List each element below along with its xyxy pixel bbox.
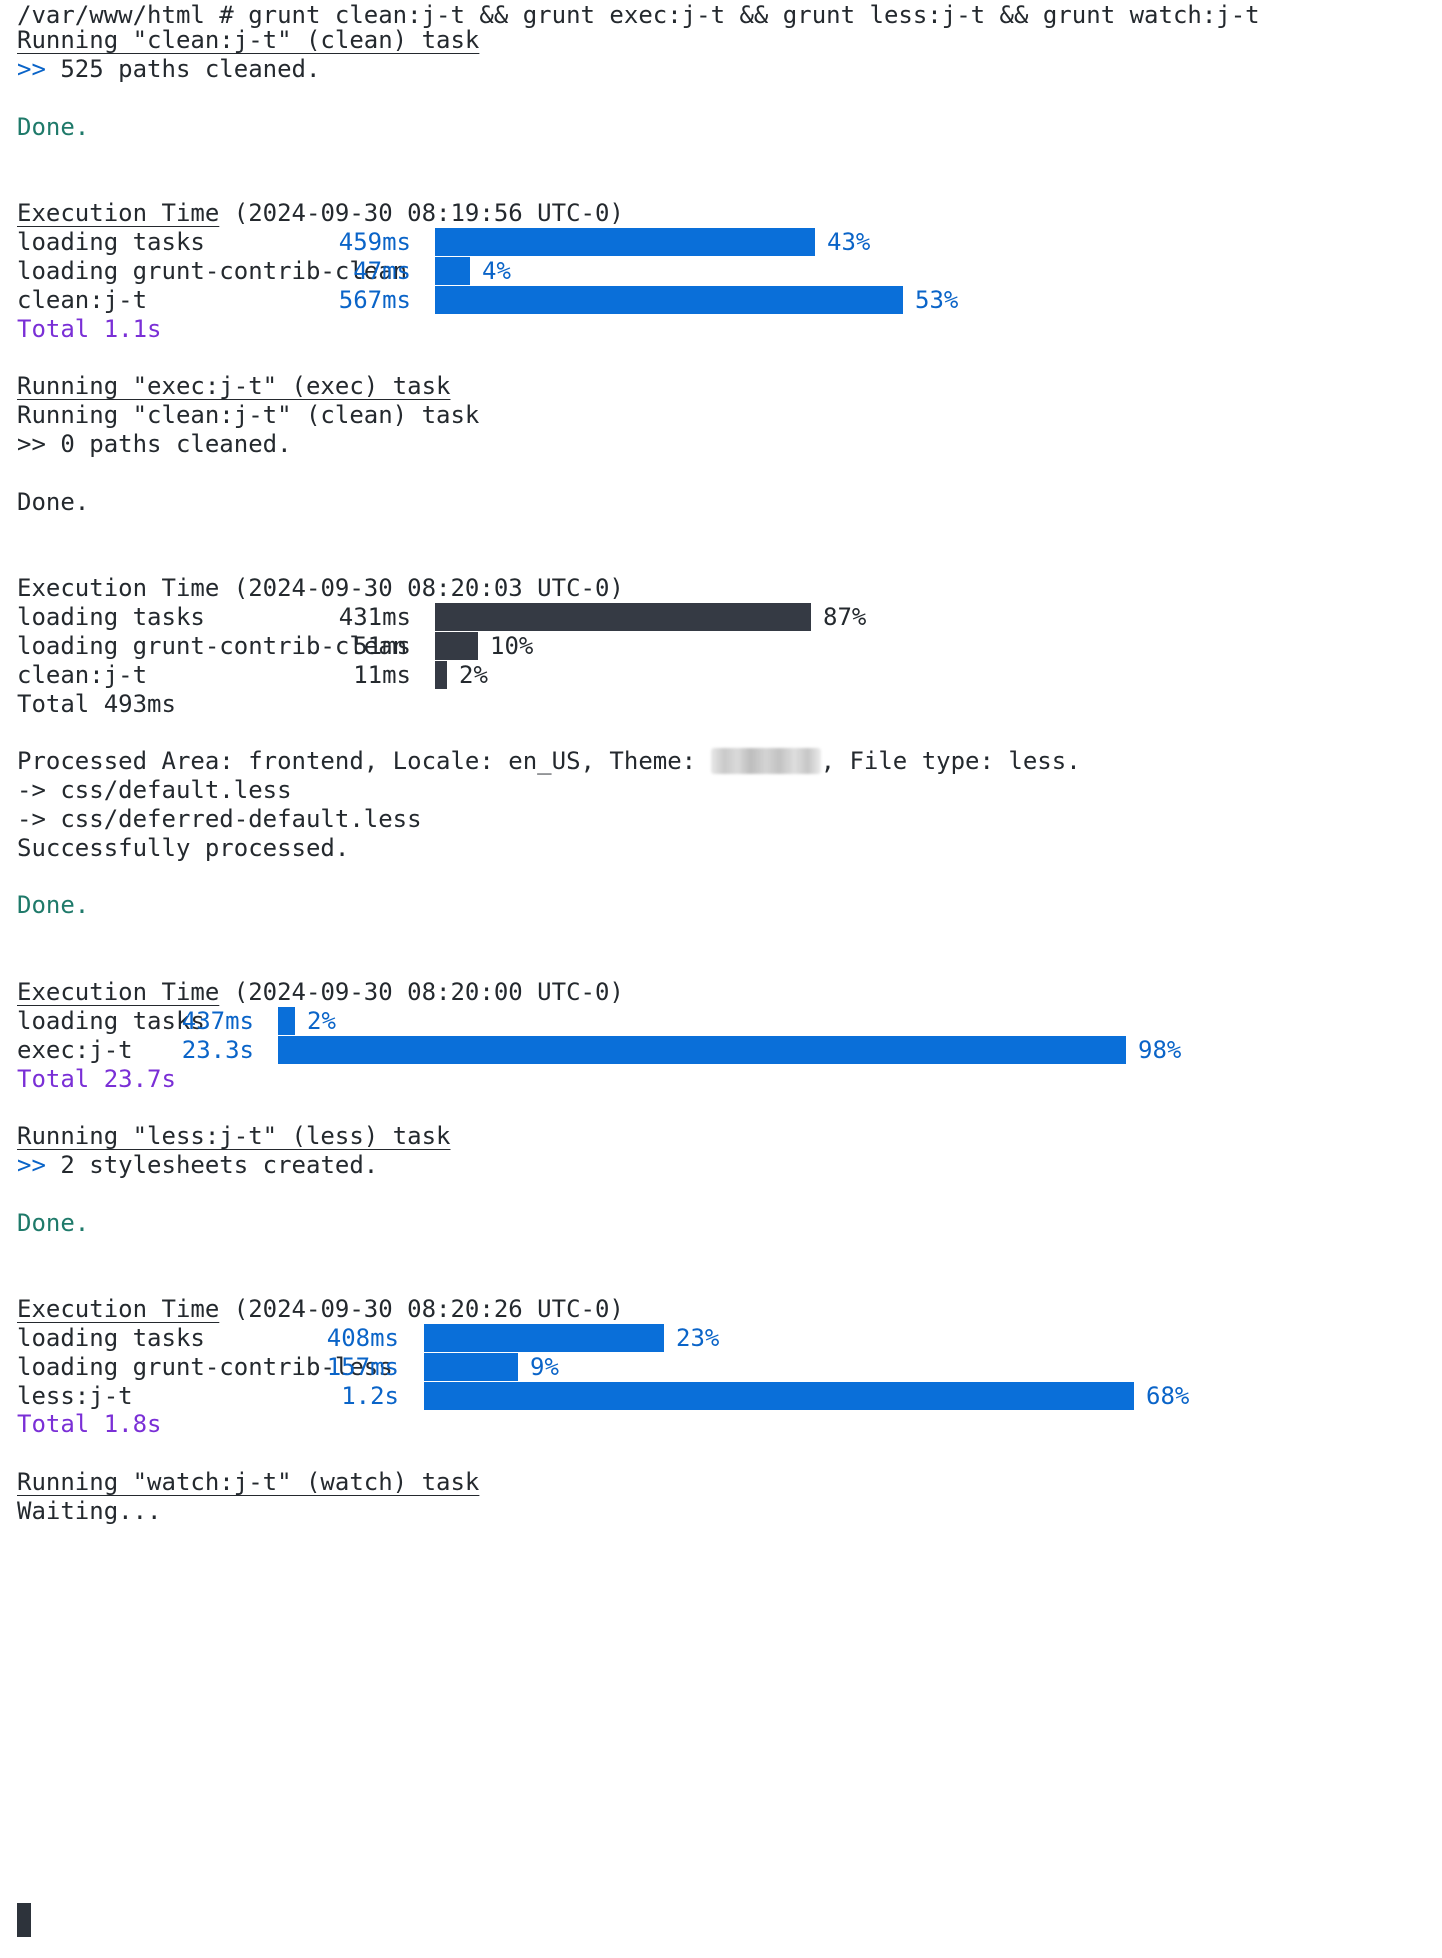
timing-row: exec:j-t 23.3s 98% xyxy=(17,1032,1427,1068)
timing-row-percent: 87% xyxy=(823,603,867,631)
execution-time-title: Execution Time (2024-09-30 08:19:56 UTC-… xyxy=(17,195,624,231)
task-header-exec: Running "exec:j-t" (exec) task xyxy=(17,372,451,400)
timing-row-duration: 51ms xyxy=(353,632,411,660)
execution-time-label: Execution Time xyxy=(17,199,220,227)
done-message: Done. xyxy=(17,891,90,919)
execution-time-label: Execution Time xyxy=(17,1295,220,1323)
timing-row-percent: 98% xyxy=(1138,1036,1182,1064)
timing-row-bar xyxy=(435,257,470,285)
timing-row: loading tasks 437ms 2% xyxy=(17,1003,1427,1039)
execution-time-label: Execution Time xyxy=(17,574,220,602)
timing-row: loading grunt-contrib-clean 47ms 4% xyxy=(17,253,1427,289)
timing-row-label: loading tasks xyxy=(17,603,205,631)
timing-row-bar xyxy=(435,661,447,689)
task-header-clean: Running "clean:j-t" (clean) task xyxy=(17,26,480,54)
timing-row-duration: 1.2s xyxy=(341,1382,399,1410)
success-message: Successfully processed. xyxy=(17,834,350,862)
processed-file: -> css/deferred-default.less xyxy=(17,805,422,833)
timing-row: loading tasks 408ms 23% xyxy=(17,1320,1427,1356)
timing-row-bar xyxy=(278,1036,1126,1064)
timing-row-percent: 23% xyxy=(676,1324,720,1352)
timing-row-bar xyxy=(424,1324,664,1352)
timing-row-percent: 10% xyxy=(490,632,534,660)
timing-row-duration: 23.3s xyxy=(181,1036,254,1064)
command-prompt: /var/www/html # grunt clean:j-t && grunt… xyxy=(17,1,1260,29)
execution-time-title: Execution Time (2024-09-30 08:20:00 UTC-… xyxy=(17,974,624,1010)
execution-time-stamp: (2024-09-30 08:20:03 UTC-0) xyxy=(219,574,624,602)
timing-total: Total 23.7s xyxy=(17,1065,176,1093)
less-result: >> 2 stylesheets created. xyxy=(17,1151,379,1179)
clean-result-text: 525 paths cleaned. xyxy=(45,55,321,83)
execution-time-title: Execution Time (2024-09-30 08:20:26 UTC-… xyxy=(17,1291,624,1327)
timing-total: Total 1.1s xyxy=(17,315,162,343)
execution-time-stamp: (2024-09-30 08:20:26 UTC-0) xyxy=(219,1295,624,1323)
timing-row-label: loading grunt-contrib-less xyxy=(17,1353,393,1381)
timing-row-label: clean:j-t xyxy=(17,661,148,689)
timing-row-bar xyxy=(278,1007,295,1035)
task-header-watch: Running "watch:j-t" (watch) task xyxy=(17,1468,480,1496)
timing-row-label: loading tasks xyxy=(17,1324,205,1352)
timing-row-bar xyxy=(435,286,903,314)
timing-row: clean:j-t 11ms 2% xyxy=(17,657,1427,693)
processed-area-line: Processed Area: frontend, Locale: en_US,… xyxy=(17,743,1081,779)
timing-row-percent: 4% xyxy=(482,257,511,285)
timing-row: less:j-t 1.2s 68% xyxy=(17,1378,1427,1414)
timing-row-bar xyxy=(424,1353,518,1381)
timing-row-percent: 9% xyxy=(530,1353,559,1381)
processed-area-text: Processed Area: frontend, Locale: en_US,… xyxy=(17,747,711,775)
timing-row-percent: 53% xyxy=(915,286,959,314)
timing-row-label: loading grunt-contrib-clean xyxy=(17,632,408,660)
clean-result-inner: >> 0 paths cleaned. xyxy=(17,430,292,458)
timing-row-duration: 11ms xyxy=(353,661,411,689)
timing-row-label: exec:j-t xyxy=(17,1036,133,1064)
timing-total: Total 493ms xyxy=(17,690,176,718)
timing-row-percent: 2% xyxy=(307,1007,336,1035)
timing-row-duration: 408ms xyxy=(326,1324,399,1352)
timing-row-duration: 157ms xyxy=(326,1353,399,1381)
redacted-theme-name xyxy=(710,748,821,774)
timing-total: Total 1.8s xyxy=(17,1410,162,1438)
task-header-less: Running "less:j-t" (less) task xyxy=(17,1122,451,1150)
timing-row: loading tasks 431ms 87% xyxy=(17,599,1427,635)
timing-row: loading tasks 459ms 43% xyxy=(17,224,1427,260)
timing-row: loading grunt-contrib-less 157ms 9% xyxy=(17,1349,1427,1385)
timing-row-bar xyxy=(435,632,478,660)
terminal-cursor xyxy=(17,1903,31,1937)
execution-time-label: Execution Time xyxy=(17,978,220,1006)
timing-row-duration: 567ms xyxy=(338,286,411,314)
timing-row: loading grunt-contrib-clean 51ms 10% xyxy=(17,628,1427,664)
processed-file: -> css/default.less xyxy=(17,776,292,804)
waiting-status: Waiting... xyxy=(17,1497,162,1525)
done-message: Done. xyxy=(17,113,90,141)
timing-row-duration: 431ms xyxy=(338,603,411,631)
task-header-clean-inner: Running "clean:j-t" (clean) task xyxy=(17,401,480,429)
less-result-text: 2 stylesheets created. xyxy=(45,1151,379,1179)
execution-time-stamp: (2024-09-30 08:19:56 UTC-0) xyxy=(219,199,624,227)
timing-row: clean:j-t 567ms 53% xyxy=(17,282,1427,318)
timing-row-label: loading grunt-contrib-clean xyxy=(17,257,408,285)
timing-row-label: less:j-t xyxy=(17,1382,133,1410)
timing-row-label: loading tasks xyxy=(17,1007,205,1035)
timing-row-bar xyxy=(435,228,815,256)
clean-result: >> 525 paths cleaned. xyxy=(17,55,321,83)
timing-row-duration: 47ms xyxy=(353,257,411,285)
timing-row-percent: 68% xyxy=(1146,1382,1190,1410)
execution-time-stamp: (2024-09-30 08:20:00 UTC-0) xyxy=(219,978,624,1006)
timing-row-label: loading tasks xyxy=(17,228,205,256)
timing-row-duration: 459ms xyxy=(338,228,411,256)
timing-row-label: clean:j-t xyxy=(17,286,148,314)
processed-filetype-text: , File type: less. xyxy=(820,747,1081,775)
timing-row-percent: 43% xyxy=(827,228,871,256)
done-message: Done. xyxy=(17,488,90,516)
timing-row-percent: 2% xyxy=(459,661,488,689)
timing-row-bar xyxy=(424,1382,1134,1410)
done-message: Done. xyxy=(17,1209,90,1237)
timing-row-bar xyxy=(435,603,811,631)
timing-row-duration: 437ms xyxy=(181,1007,254,1035)
execution-time-title: Execution Time (2024-09-30 08:20:03 UTC-… xyxy=(17,570,624,606)
